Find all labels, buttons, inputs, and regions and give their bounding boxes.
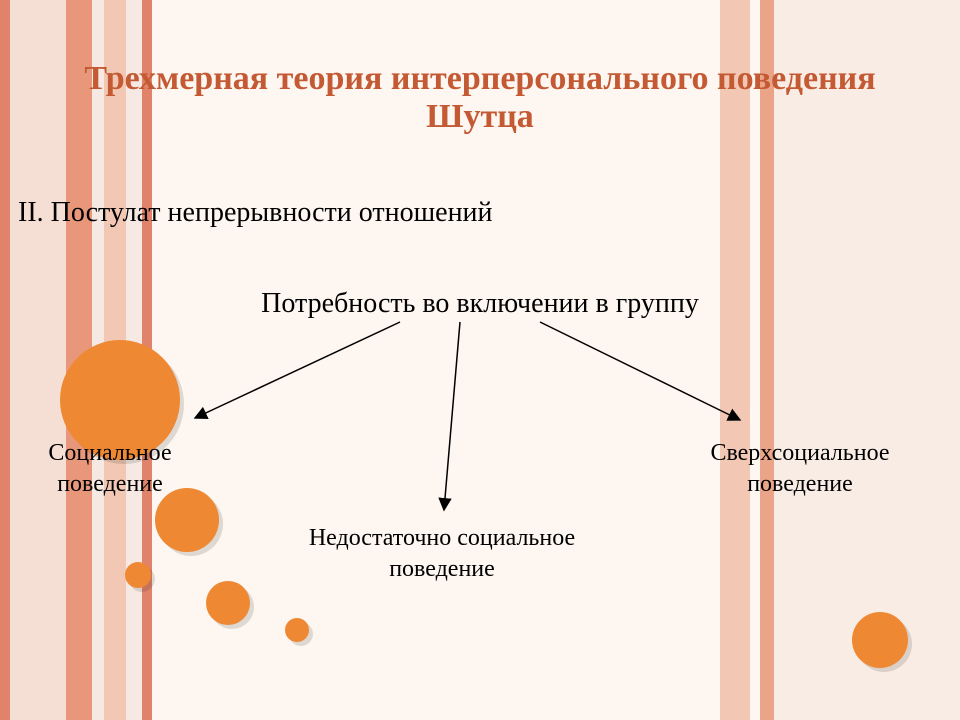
slide-title: Трехмерная теория интерперсонального пов… xyxy=(60,60,900,136)
decorative-circle xyxy=(285,618,309,642)
background-stripe xyxy=(0,0,10,720)
decorative-circle xyxy=(125,562,151,588)
decorative-circle xyxy=(206,581,250,625)
background-stripe xyxy=(10,0,66,720)
slide: Трехмерная теория интерперсонального пов… xyxy=(0,0,960,720)
diagram-child-1: Недостаточно социальное поведение xyxy=(262,523,622,585)
diagram-child-0: Социальное поведение xyxy=(0,438,290,500)
decorative-circle xyxy=(852,612,908,668)
diagram-child-2: Сверхсоциальное поведение xyxy=(620,438,960,500)
diagram-root: Потребность во включении в группу xyxy=(180,286,780,322)
slide-subtitle: II. Постулат непрерывности отношений xyxy=(18,195,493,231)
